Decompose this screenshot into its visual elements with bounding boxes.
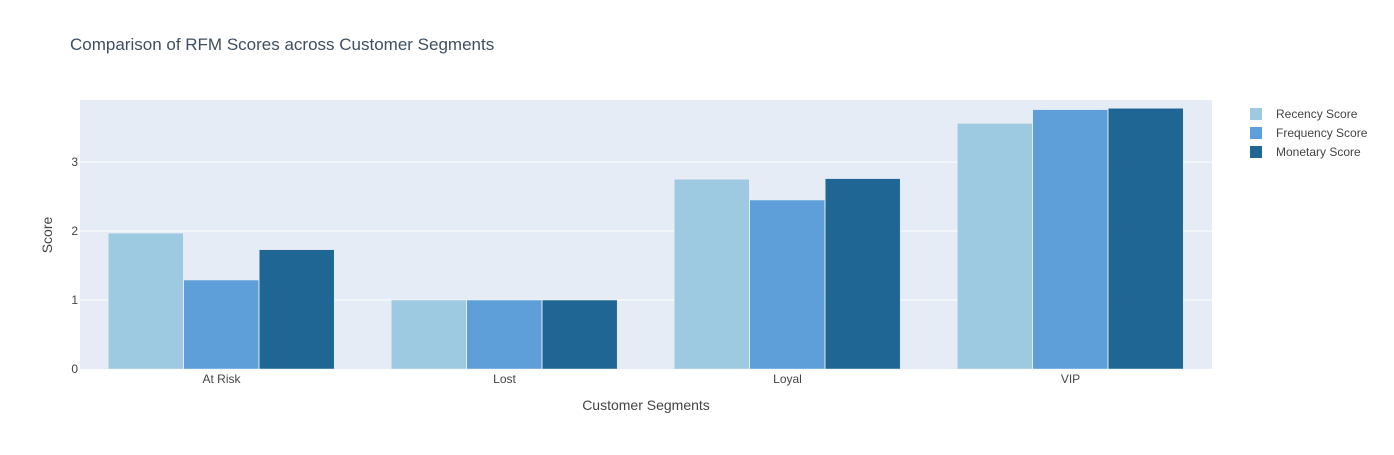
bar-monetary-score-lost[interactable]: [541, 299, 618, 370]
y-tick-label: 1: [71, 293, 78, 307]
bar-recency-score-vip[interactable]: [957, 123, 1033, 370]
x-tick-label: Loyal: [773, 372, 802, 386]
bar-recency-score-loyal[interactable]: [674, 179, 750, 370]
legend-item-frequency-score[interactable]: Frequency Score: [1250, 126, 1368, 140]
x-tick-label: VIP: [1061, 372, 1080, 386]
y-tick-label: 3: [71, 155, 78, 169]
y-axis-label: Score: [39, 217, 55, 254]
chart-title: Comparison of RFM Scores across Customer…: [70, 35, 494, 54]
legend-item-monetary-score[interactable]: Monetary Score: [1250, 145, 1361, 159]
bar-frequency-score-lost[interactable]: [466, 299, 542, 370]
bar-marks: [108, 108, 1184, 370]
bar-monetary-score-at-risk[interactable]: [258, 249, 335, 370]
legend-swatch: [1250, 108, 1262, 120]
legend-label: Recency Score: [1276, 107, 1358, 121]
legend-swatch: [1250, 127, 1262, 139]
legend-item-recency-score[interactable]: Recency Score: [1250, 107, 1358, 121]
x-axis-ticks: At Risk Lost Loyal VIP: [202, 372, 1080, 386]
legend-swatch: [1250, 146, 1262, 158]
x-tick-label: Lost: [493, 372, 516, 386]
x-tick-label: At Risk: [202, 372, 241, 386]
bar-recency-score-lost[interactable]: [391, 299, 467, 370]
y-tick-label: 2: [71, 224, 78, 238]
bar-recency-score-at-risk[interactable]: [108, 232, 184, 370]
bar-frequency-score-vip[interactable]: [1032, 109, 1108, 370]
x-axis-label: Customer Segments: [582, 397, 710, 413]
y-tick-label: 0: [71, 362, 78, 376]
legend-label: Monetary Score: [1276, 145, 1361, 159]
y-axis-ticks: 0 1 2 3: [71, 155, 78, 376]
bar-frequency-score-at-risk[interactable]: [183, 279, 259, 370]
bar-frequency-score-loyal[interactable]: [749, 199, 825, 370]
legend-label: Frequency Score: [1276, 126, 1368, 140]
legend[interactable]: Recency Score Frequency Score Monetary Sco…: [1250, 107, 1368, 159]
bar-monetary-score-loyal[interactable]: [824, 178, 901, 370]
bar-monetary-score-vip[interactable]: [1107, 108, 1184, 370]
